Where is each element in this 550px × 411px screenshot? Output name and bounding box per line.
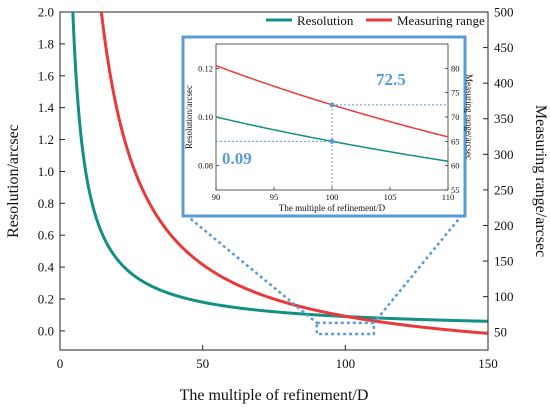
callout-resolution-value: 0.09: [222, 149, 252, 168]
inset-x-tick-label: 100: [326, 192, 339, 202]
inset-right-y-tick-label: 75: [451, 88, 460, 98]
inset-left-y-tick-label: 0.10: [198, 112, 213, 122]
zoom-connector-right: [372, 214, 463, 324]
inset-x-axis-label: The multiple of refinement/D: [279, 203, 386, 213]
main-left-y-tick-label: 0.6: [38, 228, 55, 243]
zoom-indicator: [185, 214, 463, 336]
inset-plot: 90 95 100 105 110 0.080.100.12 556065707580 …: [181, 35, 474, 218]
inset-x-tick-label: 95: [270, 192, 279, 202]
main-right-y-tick-label: 300: [494, 147, 514, 162]
inset-point-range: [329, 102, 335, 108]
main-left-y-tick-label: 0.0: [38, 323, 54, 338]
main-left-y-tick-label: 1.8: [38, 36, 54, 51]
inset-guides: [216, 102, 448, 190]
main-right-y-tick-label: 150: [494, 254, 514, 269]
inset-point-resolution: [329, 138, 335, 144]
inset-right-y-ticks: 55 60 65 70 75 80: [445, 63, 460, 195]
main-plot-frame: [59, 11, 489, 351]
inset-x-tick-label: 90: [212, 192, 221, 202]
inset-left-y-tick-label: 0.12: [198, 63, 213, 73]
callout-range-value: 72.5: [376, 70, 406, 89]
legend: Resolution Measuring range: [266, 13, 485, 28]
main-right-y-tick-label: 100: [494, 289, 514, 304]
main-x-tick-label: 150: [478, 356, 498, 371]
x-axis-label: The multiple of refinement/D: [180, 387, 369, 404]
inset-right-y-tick-label: 55: [451, 185, 460, 195]
main-right-y-tick-label: 500: [494, 5, 514, 20]
legend-label-resolution: Resolution: [297, 13, 354, 28]
series-resolution-line: [71, 12, 488, 323]
main-right-y-tick-label: 50: [494, 325, 507, 340]
main-right-y-tick-label: 350: [494, 111, 514, 126]
inset-x-tick-label: 110: [442, 192, 454, 202]
zoom-box: [315, 321, 376, 336]
main-left-y-tick-label: 0.4: [38, 260, 55, 275]
main-x-tick-label: 50: [196, 356, 209, 371]
main-plot: 0 50 100 150 0.0 0.2 0.4 0.6 0.8 1.0 1.2 1.4 1.6 1.8…: [5, 5, 549, 405]
main-right-y-ticks: 50 100 150 200 250 300 350 400 450 500: [483, 5, 514, 340]
main-left-y-tick-label: 1.0: [38, 164, 54, 179]
inset-right-y-tick-label: 80: [451, 63, 460, 73]
main-left-y-tick-label: 2.0: [38, 5, 54, 20]
main-left-y-tick-label: 0.2: [38, 291, 54, 306]
main-left-y-tick-label: 0.8: [38, 196, 54, 211]
inset-right-y-axis-label: Measuring range/arcsec: [464, 74, 474, 160]
main-left-y-tick-label: 1.6: [38, 68, 55, 83]
main-left-y-tick-label: 1.4: [38, 100, 55, 115]
inset-left-y-tick-label: 0.08: [198, 161, 213, 171]
inset-right-y-tick-label: 60: [451, 161, 460, 171]
main-left-y-tick-label: 1.2: [38, 132, 54, 147]
main-x-tick-label: 0: [57, 356, 64, 371]
main-x-tick-label: 100: [336, 356, 356, 371]
legend-label-measuring-range: Measuring range: [397, 13, 485, 28]
main-left-y-ticks: 0.0 0.2 0.4 0.6 0.8 1.0 1.2 1.4 1.6 1.8 2.0: [38, 5, 65, 338]
left-y-axis-label: Resolution/arcsec: [5, 124, 22, 238]
zoom-connector-left: [185, 214, 318, 324]
inset-left-y-axis-label: Resolution/arcsec: [184, 85, 194, 149]
main-right-y-tick-label: 450: [494, 40, 514, 55]
main-right-y-tick-label: 400: [494, 76, 514, 91]
main-right-y-tick-label: 200: [494, 218, 514, 233]
inset-right-y-tick-label: 65: [451, 136, 460, 146]
main-x-ticks: 0 50 100 150: [57, 345, 498, 371]
right-y-axis-label: Measuring range/arcsec: [532, 105, 549, 257]
inset-x-tick-label: 105: [384, 192, 397, 202]
main-right-y-tick-label: 250: [494, 182, 514, 197]
inset-right-y-tick-label: 70: [451, 112, 460, 122]
inset-background: [181, 35, 467, 218]
